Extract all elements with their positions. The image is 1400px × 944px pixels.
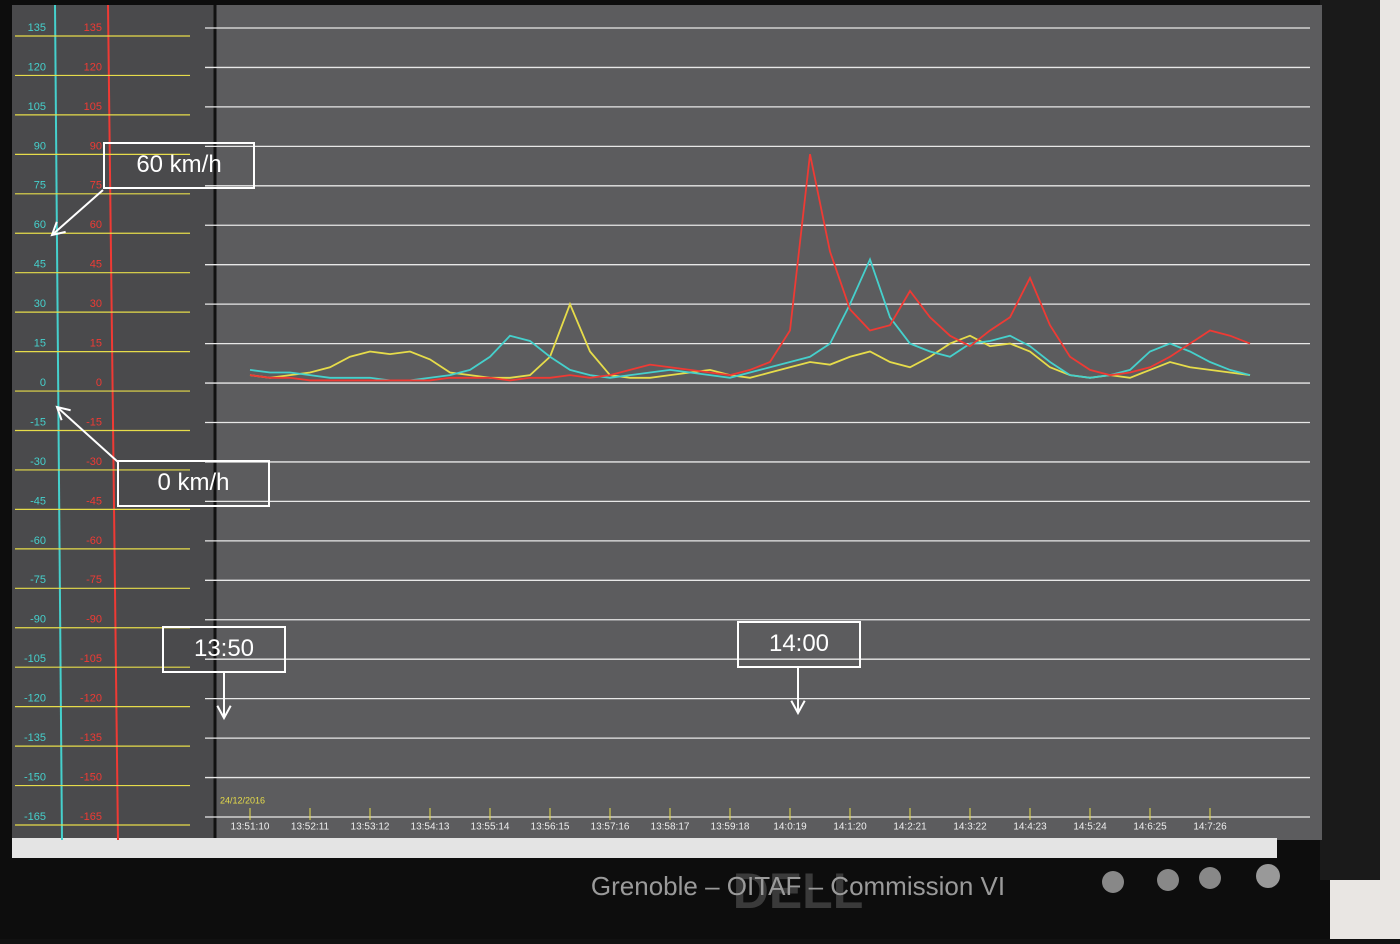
monitor-button	[1199, 867, 1221, 889]
y-tick-label: -45	[86, 495, 102, 507]
x-tick-label: 13:53:12	[351, 822, 390, 833]
y-tick-label: -60	[86, 535, 102, 547]
bezel-right	[1320, 0, 1380, 880]
y-tick-label: 75	[34, 180, 46, 192]
date-label: 24/12/2016	[220, 795, 265, 805]
y-tick-label: -75	[86, 574, 102, 586]
x-tick-label: 13:56:15	[531, 822, 570, 833]
y-tick-label: -90	[30, 614, 46, 626]
series-line	[249, 154, 1251, 382]
y-tick-label: 15	[90, 338, 102, 350]
y-tick-label: 0	[96, 377, 102, 389]
x-tick-label: 13:54:13	[411, 822, 450, 833]
x-tick-label: 14:7:26	[1193, 822, 1227, 833]
annotation-arrow	[51, 189, 104, 236]
y-tick-label: 90	[90, 140, 102, 152]
annotation-box	[737, 621, 861, 668]
annotation-box	[103, 142, 255, 189]
x-tick-label: 13:59:18	[711, 822, 750, 833]
y-tick-label: -120	[80, 693, 102, 705]
red-axis	[107, 4, 119, 841]
plot: 135 135 120 120 105 105 90 90 75 75 60 60 45 45 30 30 15…	[15, 22, 1310, 833]
annotation-arrow	[56, 406, 119, 463]
monitor-brand: DELL	[733, 863, 864, 919]
arrow-head	[216, 705, 232, 721]
y-tick-label: -15	[30, 416, 46, 428]
y-tick-label: 120	[28, 61, 46, 73]
y-tick-label: 30	[90, 298, 102, 310]
y-tick-label: 135	[28, 22, 46, 34]
y-tick-label: -105	[24, 653, 46, 665]
arrow-head	[790, 700, 806, 716]
x-tick-label: 14:2:21	[893, 822, 927, 833]
y-tick-label: -120	[24, 693, 46, 705]
y-tick-label: 0	[40, 377, 46, 389]
x-tick-label: 14:6:25	[1133, 822, 1167, 833]
annotation: 0 km/h	[157, 469, 229, 496]
monitor-button	[1157, 869, 1179, 891]
x-tick-label: 14:0:19	[773, 822, 807, 833]
y-tick-label: -15	[86, 416, 102, 428]
y-tick-label: -30	[30, 456, 46, 468]
monitor-button	[1102, 871, 1124, 893]
x-tick-label: 13:58:17	[651, 822, 690, 833]
power-button	[1256, 864, 1280, 888]
y-tick-label: -135	[24, 732, 46, 744]
y-tick-label: -165	[24, 811, 46, 823]
y-tick-label: 60	[34, 219, 46, 231]
y-tick-label: 105	[28, 101, 46, 113]
scrollbar	[12, 838, 1277, 858]
annotation-box	[117, 460, 270, 507]
y-tick-label: -105	[80, 653, 102, 665]
y-tick-label: 105	[84, 101, 102, 113]
annotation: 13:50	[194, 635, 254, 662]
cyan-axis	[54, 4, 63, 841]
x-tick-label: 14:5:24	[1073, 822, 1107, 833]
x-tick-label: 14:4:23	[1013, 822, 1047, 833]
x-tick-label: 13:57:16	[591, 822, 630, 833]
y-tick-label: -150	[80, 771, 102, 783]
y-tick-label: 120	[84, 61, 102, 73]
y-tick-label: -165	[80, 811, 102, 823]
y-tick-label: -75	[30, 574, 46, 586]
annotation: 60 km/h	[136, 151, 221, 178]
y-tick-label: 60	[90, 219, 102, 231]
x-tick-label: 14:1:20	[833, 822, 867, 833]
y-tick-label: 45	[90, 259, 102, 271]
y-tick-label: 135	[84, 22, 102, 34]
y-tick-label: -90	[86, 614, 102, 626]
x-tick-label: 13:55:14	[471, 822, 510, 833]
arrow-head	[55, 405, 71, 421]
y-tick-label: 45	[34, 259, 46, 271]
y-tick-label: 90	[34, 140, 46, 152]
y-tick-label: 75	[90, 180, 102, 192]
x-tick-label: 13:51:10	[231, 822, 270, 833]
y-tick-label: 15	[34, 338, 46, 350]
x-tick-label: 13:52:11	[291, 822, 330, 833]
footer: Grenoble – OITAF – Commission VI	[591, 871, 1005, 901]
x-tick-label: 14:3:22	[953, 822, 987, 833]
y-tick-label: -135	[80, 732, 102, 744]
y-tick-label: -45	[30, 495, 46, 507]
annotation: 14:00	[769, 630, 829, 657]
y-tick-label: -30	[86, 456, 102, 468]
arrow-head	[50, 221, 66, 237]
annotation-box	[162, 626, 286, 673]
y-tick-label: -60	[30, 535, 46, 547]
y-tick-label: 30	[34, 298, 46, 310]
y-tick-label: -150	[24, 771, 46, 783]
